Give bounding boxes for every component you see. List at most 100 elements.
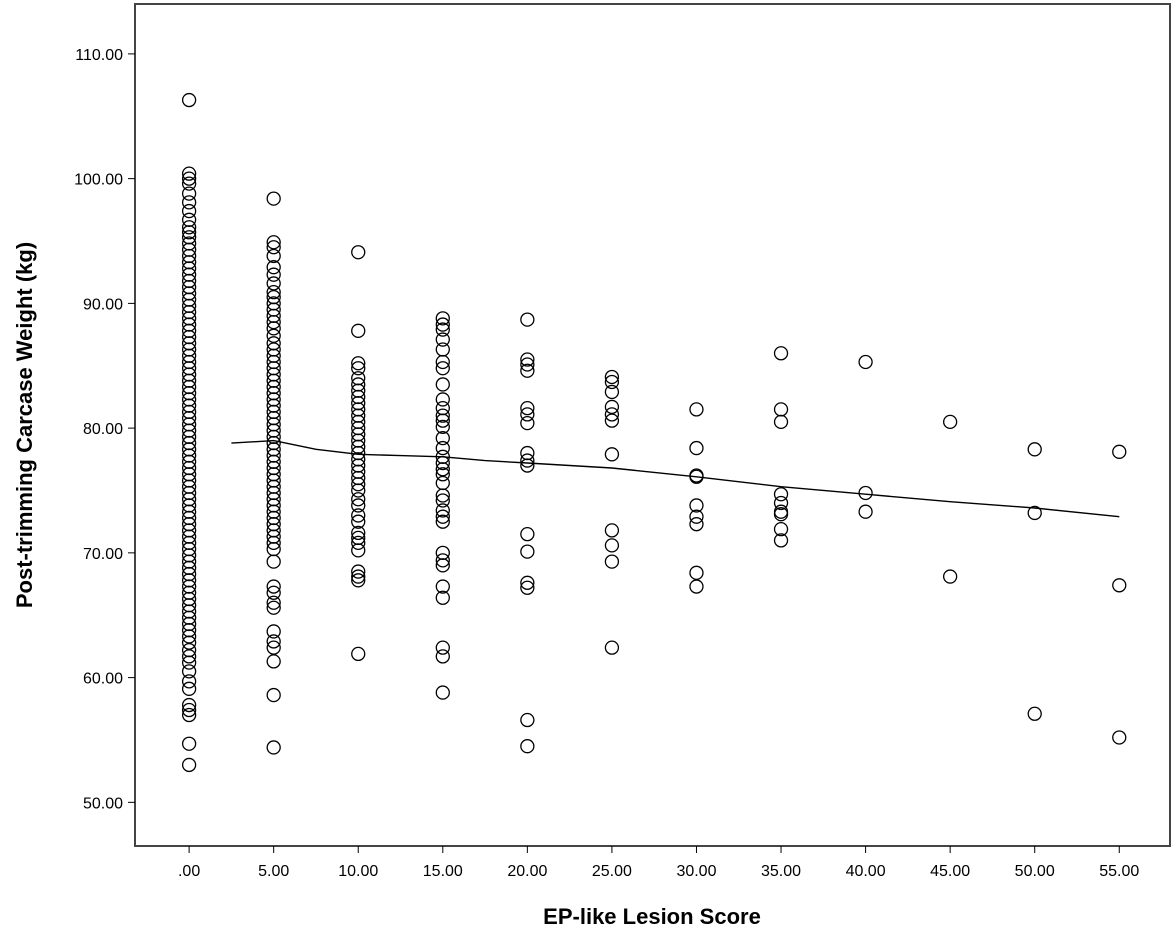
data-point — [942, 414, 958, 430]
data-point — [773, 414, 789, 430]
data-point — [351, 492, 366, 507]
data-point — [351, 498, 366, 513]
data-point — [181, 664, 197, 679]
data-point — [435, 408, 450, 423]
plot-frame — [134, 3, 1171, 847]
data-point — [520, 739, 535, 754]
x-tick-label: .00 — [178, 863, 200, 880]
data-point — [266, 240, 281, 255]
data-point — [266, 585, 281, 600]
x-tick-label: 55.00 — [1099, 863, 1139, 880]
data-point — [351, 477, 366, 492]
data-point — [1027, 706, 1042, 721]
data-point — [689, 565, 704, 580]
data-point — [520, 407, 535, 422]
y-axis: 50.00 60.00 70.00 80.00 90.00 100.00 110.00 — [74, 47, 135, 812]
data-point — [435, 361, 450, 376]
y-tick-label: 90.00 — [83, 296, 123, 313]
data-point — [266, 191, 281, 206]
x-tick-label: 35.00 — [761, 863, 801, 880]
data-point — [266, 260, 281, 275]
data-point — [520, 363, 535, 378]
data-point — [351, 564, 366, 579]
data-point — [181, 195, 197, 210]
data-point — [520, 526, 535, 542]
data-point — [942, 569, 958, 584]
data-point — [351, 569, 366, 584]
y-axis-title: Post-trimming Carcase Weight (kg) — [12, 242, 37, 608]
y-tick-label: 50.00 — [83, 795, 123, 812]
data-point — [435, 558, 450, 573]
data-point — [266, 285, 281, 300]
data-point — [181, 757, 197, 773]
data-point — [604, 538, 620, 553]
data-point — [181, 220, 197, 235]
data-point — [773, 487, 789, 502]
data-point — [181, 702, 197, 718]
data-point — [351, 543, 366, 558]
data-point — [266, 267, 281, 282]
data-point — [520, 458, 535, 473]
x-tick-label: 5.00 — [258, 863, 289, 880]
data-point — [351, 323, 366, 338]
data-point — [773, 495, 789, 511]
data-point — [181, 176, 197, 191]
data-point — [266, 321, 281, 336]
y-tick-label: 100.00 — [74, 172, 123, 189]
data-point — [266, 314, 281, 330]
x-axis: .00 5.00 10.00 15.00 20.00 25.00 30.00 35.00 40.… — [178, 846, 1139, 880]
data-point — [435, 311, 450, 326]
data-point — [604, 399, 620, 415]
data-point — [435, 440, 450, 456]
data-point — [1112, 444, 1127, 459]
data-point — [689, 402, 704, 417]
y-tick-label: 60.00 — [83, 671, 123, 688]
scatter-points — [181, 92, 1127, 773]
data-point — [435, 509, 450, 524]
data-point — [266, 595, 281, 610]
data-point — [351, 245, 366, 260]
data-point — [435, 413, 450, 428]
data-point — [266, 624, 281, 639]
data-point — [351, 508, 366, 523]
data-point — [773, 522, 789, 537]
x-tick-label: 30.00 — [676, 863, 716, 880]
data-point — [435, 503, 450, 518]
data-point — [181, 166, 197, 181]
data-point — [435, 332, 450, 347]
y-tick-label: 80.00 — [83, 421, 123, 438]
data-point — [181, 649, 197, 664]
data-point — [773, 533, 789, 548]
data-point — [435, 419, 450, 435]
data-point — [351, 646, 366, 662]
data-point — [181, 635, 197, 650]
x-tick-label: 15.00 — [423, 863, 463, 880]
data-point — [1027, 442, 1042, 457]
data-point — [181, 697, 197, 713]
data-point — [351, 483, 366, 498]
data-point — [266, 600, 281, 615]
data-point — [520, 580, 535, 595]
data-point — [435, 377, 450, 392]
data-point — [520, 352, 535, 367]
data-point — [266, 634, 281, 649]
data-point — [435, 430, 450, 446]
data-point — [435, 488, 450, 503]
data-point — [604, 554, 620, 569]
fit-line — [231, 439, 1120, 518]
data-point — [435, 553, 450, 568]
data-point — [1027, 505, 1042, 521]
data-point — [181, 681, 197, 696]
data-point — [435, 392, 450, 407]
data-point — [435, 685, 450, 700]
data-point — [266, 276, 281, 291]
data-point — [181, 707, 197, 723]
data-point — [266, 235, 281, 250]
data-point — [858, 504, 873, 519]
x-tick-label: 20.00 — [507, 863, 547, 880]
data-point — [604, 374, 620, 390]
data-point — [351, 514, 366, 529]
data-point — [520, 544, 535, 559]
data-point — [435, 640, 450, 655]
